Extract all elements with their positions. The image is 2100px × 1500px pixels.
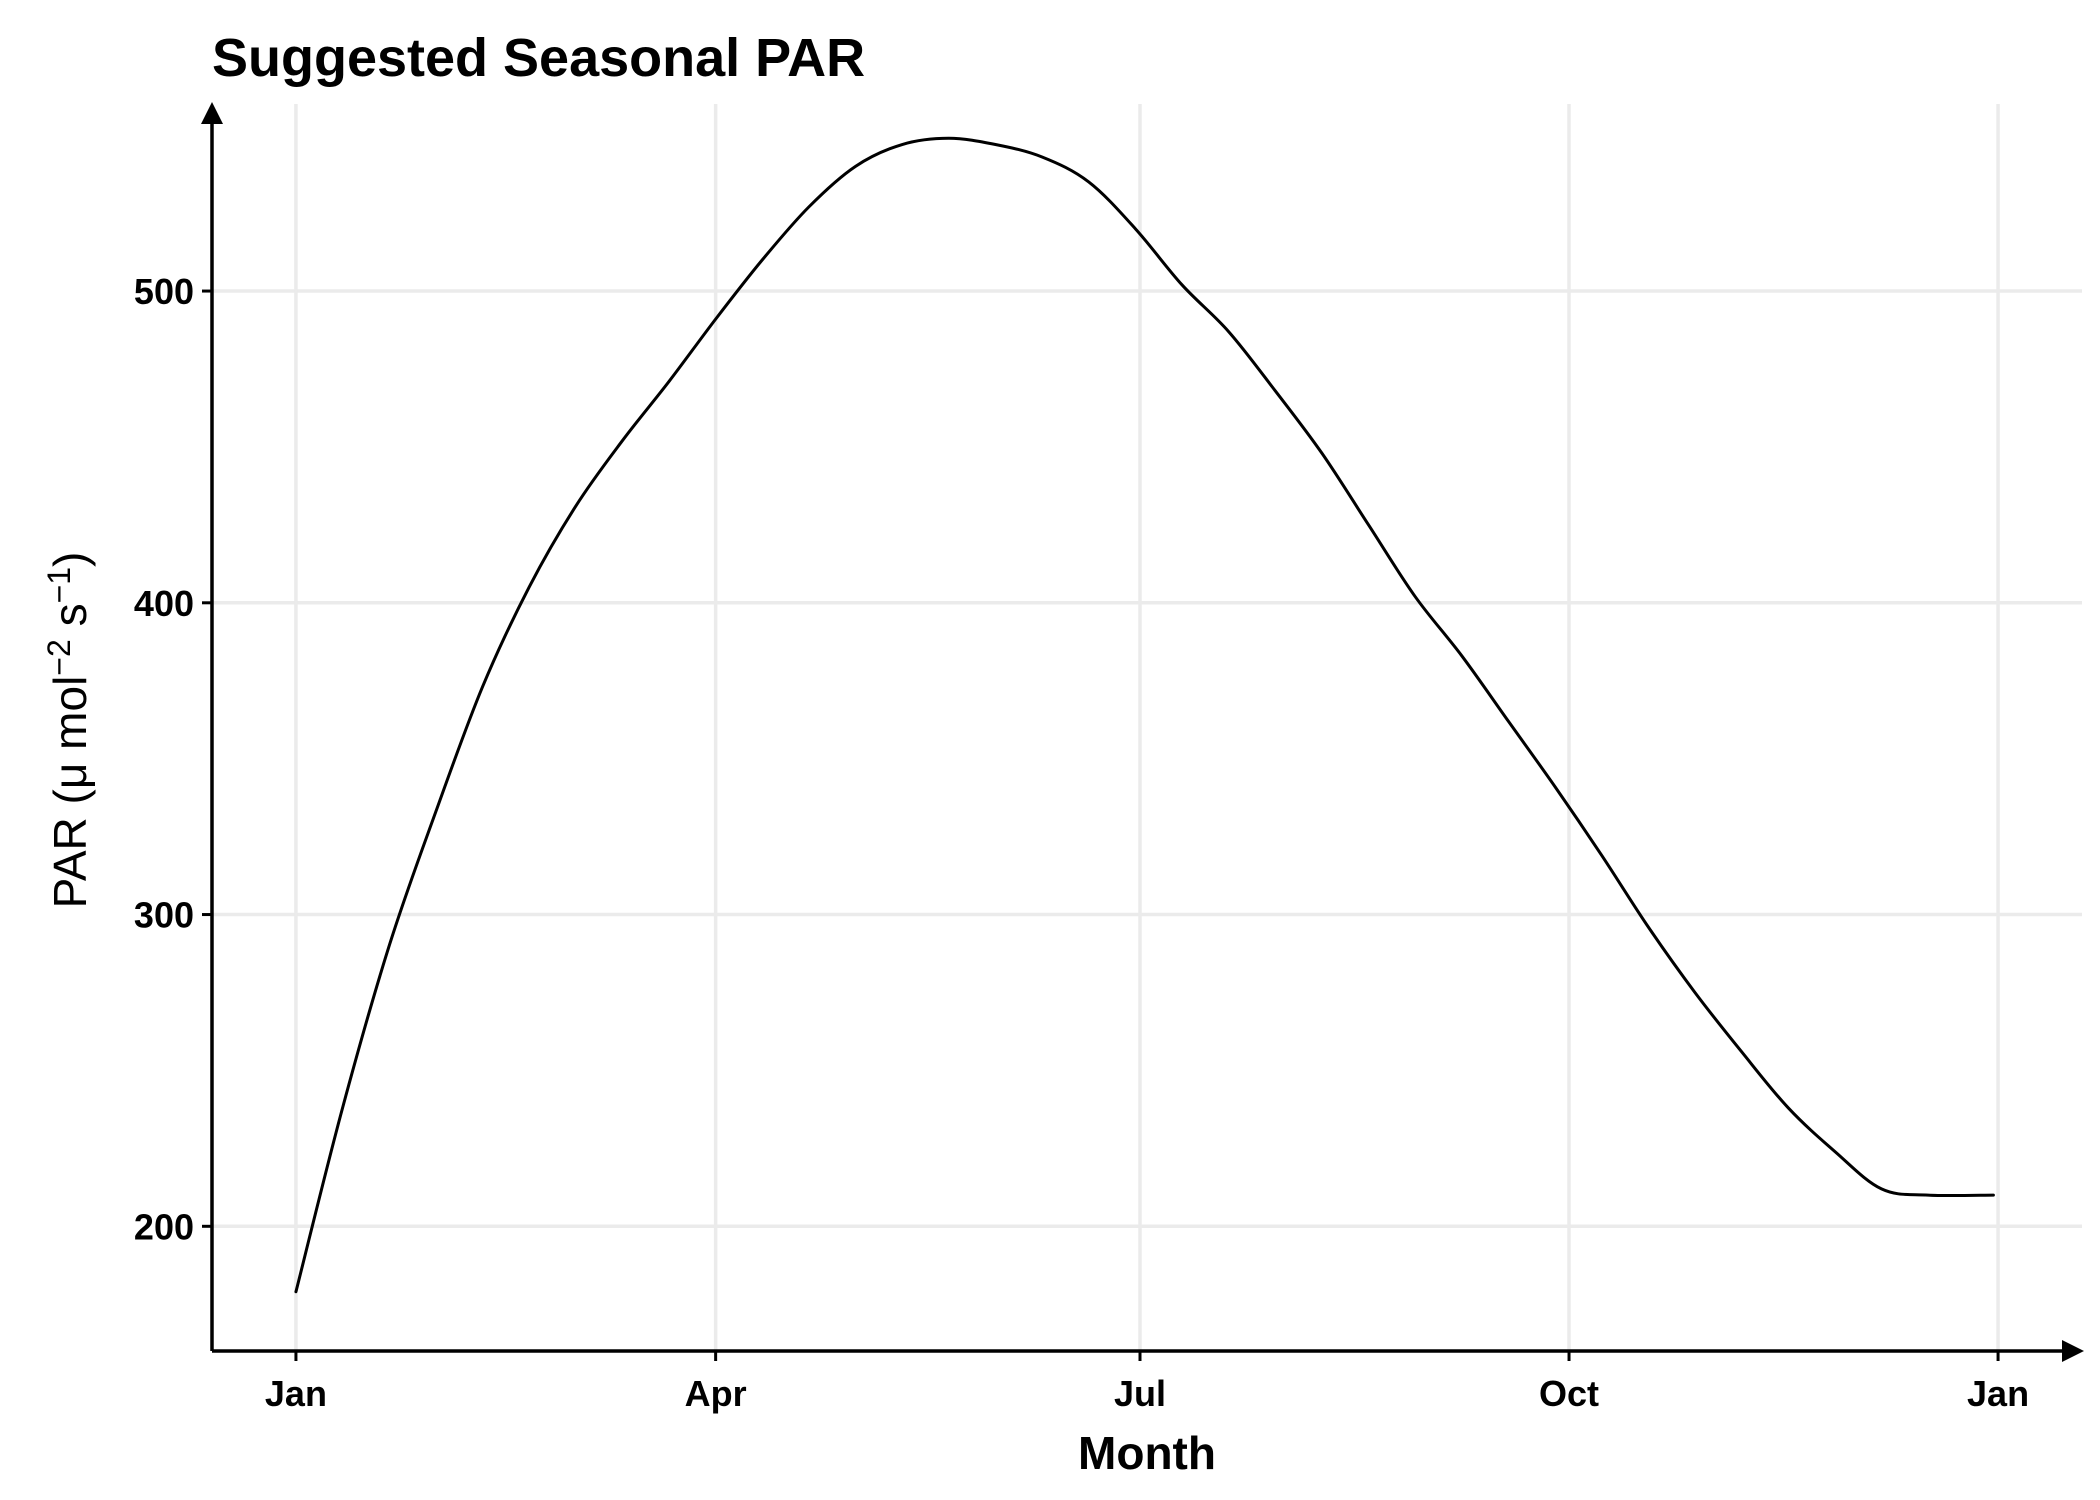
y-axis-title-mol: mol xyxy=(44,676,96,763)
y-axis-title-s: s xyxy=(44,603,96,639)
y-axis-arrow xyxy=(201,102,223,124)
y-tick-label-500: 500 xyxy=(134,271,194,312)
x-axis-title: Month xyxy=(1078,1427,1216,1479)
y-axis-title-mu: μ xyxy=(44,763,96,790)
x-tick-label-1: Apr xyxy=(685,1373,747,1414)
series-line-0 xyxy=(294,136,1995,1294)
y-tick-label-300: 300 xyxy=(134,895,194,936)
axes xyxy=(201,102,2084,1362)
grid-lines xyxy=(212,104,2082,1351)
y-axis-title: PAR (μ mol−2 s−1) xyxy=(41,552,96,909)
y-axis-title-group: PAR (μ mol−2 s−1) xyxy=(41,552,96,909)
y-axis-title-sup1: −2 xyxy=(41,639,77,675)
y-tick-label-200: 200 xyxy=(134,1206,194,1247)
y-axis-title-sup2: −1 xyxy=(41,567,77,603)
tick-labels: 200 300 400 500 Jan Apr Jul Oct Jan xyxy=(134,271,2029,1414)
chart-title: Suggested Seasonal PAR xyxy=(212,28,865,88)
y-tick-label-400: 400 xyxy=(134,583,194,624)
series-group xyxy=(294,136,1995,1294)
y-axis-title-prefix: PAR ( xyxy=(44,788,96,908)
x-axis-arrow xyxy=(2062,1340,2084,1362)
x-tick-label-3: Oct xyxy=(1539,1373,1599,1414)
x-tick-label-2: Jul xyxy=(1114,1373,1166,1414)
x-tick-label-0: Jan xyxy=(265,1373,327,1414)
x-tick-label-4: Jan xyxy=(1967,1373,2029,1414)
y-axis-title-suffix: ) xyxy=(44,552,96,567)
